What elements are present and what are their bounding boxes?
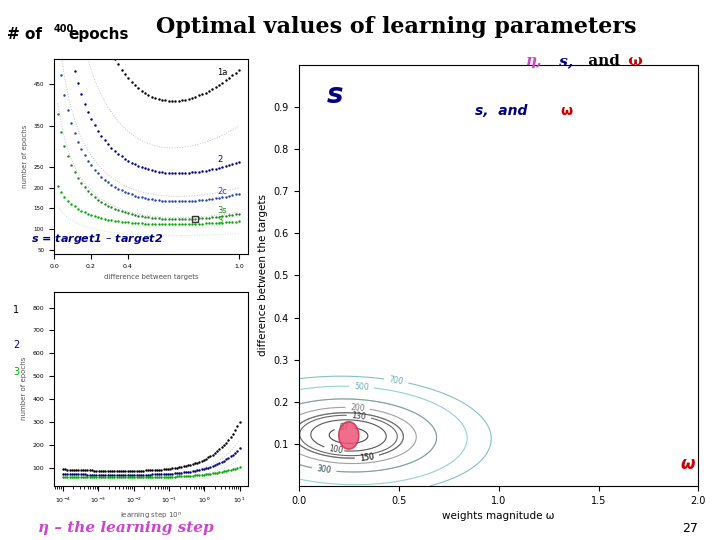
Text: 200: 200 [350, 403, 365, 413]
Y-axis label: difference between the targets: difference between the targets [258, 194, 268, 356]
X-axis label: difference between targets: difference between targets [104, 274, 199, 280]
Text: epochs: epochs [68, 27, 129, 42]
Text: η,: η, [526, 54, 542, 68]
Text: s,  and: s, and [474, 104, 527, 118]
Text: ω: ω [680, 455, 695, 473]
Text: 2c: 2c [217, 187, 227, 195]
Text: η – the learning step: η – the learning step [38, 521, 214, 535]
Text: 3: 3 [217, 215, 222, 225]
Text: 500: 500 [354, 382, 369, 392]
Text: 3s: 3s [217, 206, 227, 214]
Text: 150: 150 [359, 452, 374, 463]
Text: ω: ω [561, 104, 572, 118]
Text: 400: 400 [54, 24, 74, 35]
X-axis label: weights magnitude ω: weights magnitude ω [442, 511, 555, 521]
Text: Optimal values of learning parameters: Optimal values of learning parameters [156, 16, 636, 38]
Text: ω: ω [623, 54, 643, 68]
Y-axis label: number of epochs: number of epochs [21, 357, 27, 421]
Text: and: and [583, 54, 620, 68]
Text: 700: 700 [388, 375, 405, 387]
X-axis label: learning step $10^n$: learning step $10^n$ [120, 511, 182, 522]
Text: 100: 100 [328, 444, 344, 456]
Ellipse shape [339, 422, 359, 449]
Text: $\bfit{s}$ = $\bfit{target1}$ – $\bfit{target2}$: $\bfit{s}$ = $\bfit{target1}$ – $\bfit{t… [31, 232, 163, 246]
Text: s,: s, [554, 54, 574, 68]
Text: 2: 2 [217, 154, 222, 164]
Text: 3: 3 [13, 367, 19, 377]
Text: 130: 130 [351, 411, 366, 421]
Text: 27: 27 [683, 522, 698, 535]
Text: 150: 150 [359, 452, 374, 463]
Text: 300: 300 [316, 464, 332, 475]
Text: 67: 67 [339, 423, 349, 433]
Text: # of: # of [7, 27, 42, 42]
Text: 1: 1 [13, 305, 19, 315]
Text: s: s [327, 80, 343, 109]
Y-axis label: number of epochs: number of epochs [22, 125, 28, 188]
Text: 2: 2 [13, 340, 19, 350]
Text: 1a: 1a [217, 68, 228, 77]
Text: 300: 300 [316, 464, 332, 475]
